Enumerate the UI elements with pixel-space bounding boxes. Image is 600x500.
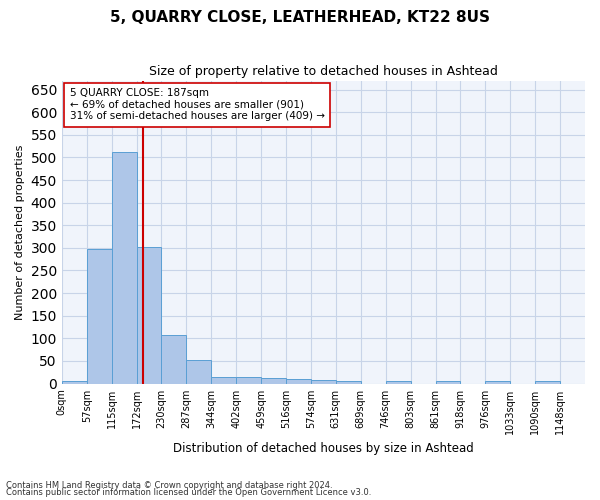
- Bar: [436, 382, 460, 384]
- Bar: [236, 377, 261, 384]
- Bar: [161, 335, 187, 384]
- Bar: [535, 382, 560, 384]
- Bar: [137, 246, 161, 384]
- Bar: [211, 377, 236, 384]
- Bar: [87, 249, 112, 384]
- Bar: [112, 152, 137, 384]
- Bar: [485, 382, 510, 384]
- Bar: [386, 382, 410, 384]
- Title: Size of property relative to detached houses in Ashtead: Size of property relative to detached ho…: [149, 65, 498, 78]
- Text: Contains HM Land Registry data © Crown copyright and database right 2024.: Contains HM Land Registry data © Crown c…: [6, 480, 332, 490]
- Text: Contains public sector information licensed under the Open Government Licence v3: Contains public sector information licen…: [6, 488, 371, 497]
- Bar: [286, 380, 311, 384]
- X-axis label: Distribution of detached houses by size in Ashtead: Distribution of detached houses by size …: [173, 442, 474, 455]
- Bar: [336, 382, 361, 384]
- Bar: [261, 378, 286, 384]
- Text: 5 QUARRY CLOSE: 187sqm
← 69% of detached houses are smaller (901)
31% of semi-de: 5 QUARRY CLOSE: 187sqm ← 69% of detached…: [70, 88, 325, 122]
- Bar: [62, 382, 87, 384]
- Bar: [311, 380, 336, 384]
- Text: 5, QUARRY CLOSE, LEATHERHEAD, KT22 8US: 5, QUARRY CLOSE, LEATHERHEAD, KT22 8US: [110, 10, 490, 25]
- Bar: [187, 360, 211, 384]
- Y-axis label: Number of detached properties: Number of detached properties: [15, 144, 25, 320]
